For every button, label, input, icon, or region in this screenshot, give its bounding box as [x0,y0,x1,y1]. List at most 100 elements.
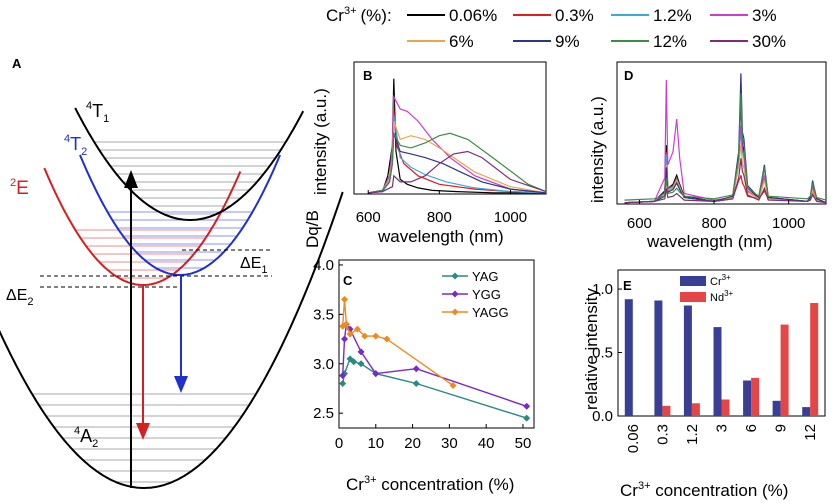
c-legend-label-YAG: YAG [472,269,499,284]
d-xtick-label-1: 800 [702,215,727,232]
e-bar-Cr-0 [624,299,633,416]
c-ytick-label-3: 4.0 [313,257,334,274]
panel-d-letter: D [624,68,633,83]
c-legend-label-YAGG: YAGG [472,305,509,320]
e-bar-Nd-4 [751,377,760,416]
emission-arrowhead-red [136,423,150,440]
legend-label-2: 1.2% [653,6,692,25]
e-bar-Nd-6 [810,303,819,416]
d-xtick-label-2: 1000 [772,215,805,232]
b-series-7 [368,150,547,194]
c-xtick-label-5: 50 [515,435,532,452]
state-label-4t2: 4T2 [64,133,87,158]
e-bar-Cr-4 [743,380,752,416]
e-bar-Nd-2 [691,403,700,416]
state-label-4a2: 4A2 [74,425,98,450]
c-legend-marker-YAGG [451,308,459,316]
emission-arrowhead-blue [174,376,188,393]
c-point-YGG-7 [523,402,531,410]
state-label-4t1: 4T1 [86,100,109,125]
c-point-YAG-6 [412,380,420,388]
e-bar-Nd-5 [780,324,789,416]
c-legend-label-YGG: YGG [472,287,501,302]
c-ytick-label-1: 3.0 [313,356,334,373]
e-bar-Cr-2 [683,305,692,416]
c-point-YAGG-2 [342,320,350,328]
c-point-YAG-3 [350,358,358,366]
c-point-YAGG-4 [353,325,361,333]
c-point-YAGG-7 [383,335,391,343]
panel-c: C 0 10 20 30 40 50 2.5 3.0 3.5 4.0 YAG YGG YAGG Dq/B… [303,210,535,494]
legend-label-3: 3% [752,6,777,25]
panel-d-ylabel: intensity (a.u.) [588,96,607,203]
c-xtick-label-2: 20 [404,435,421,452]
c-xtick-label-0: 0 [335,435,343,452]
panel-e: E 0.0 0.5 1.0 0.06 0.3 1.2 3 6 9 12 Cr3+Nd3+ relat… [582,269,826,500]
panel-a-letter: A [12,56,22,71]
e-xtick-label-4: 6 [743,424,760,432]
c-xtick-label-3: 30 [441,435,458,452]
d-series-2 [624,132,827,204]
panel-b-letter: B [363,68,372,83]
e-bar-Cr-1 [654,300,663,416]
b-xtick-label-1: 800 [427,209,452,226]
panel-c-ylabel: Dq/B [303,210,322,248]
d-series-1 [624,151,827,204]
panel-c-letter: C [343,273,353,288]
e-xtick-label-6: 12 [802,424,819,441]
legend-label-6: 12% [653,32,687,51]
legend-label-1: 0.3% [555,6,594,25]
c-ytick-label-2: 3.5 [313,306,334,323]
legend-label-0: 0.06% [449,6,497,25]
c-series-YAGG [342,299,454,387]
legend-prefix: Cr3+ (%): [326,5,392,25]
c-point-YGG-4 [357,348,365,356]
c-point-YGG-1 [341,335,349,343]
d-series-5 [624,73,827,204]
e-legend-swatch-Cr [680,276,706,286]
absorption-arrowhead [124,170,138,188]
panel-b-ylabel: intensity (a.u.) [311,88,330,195]
d-series-0 [624,86,827,204]
b-series-6 [368,131,547,194]
c-point-YGG-0 [339,372,347,380]
curve-2e [43,167,242,286]
d-xtick-label-0: 600 [627,215,652,232]
e-bar-Cr-3 [713,327,722,416]
c-xtick-label-4: 40 [478,435,495,452]
panel-d-xlabel: wavelength (nm) [646,232,773,251]
panel-b-frame [353,61,547,195]
d-series-4 [624,145,827,204]
e-legend-swatch-Nd [680,292,706,302]
c-xtick-label-1: 10 [367,435,384,452]
e-legend-label-Nd: Nd3+ [710,289,734,304]
e-xtick-label-3: 3 [714,424,731,432]
c-legend-marker-YGG [451,290,459,298]
legend-label-4: 6% [449,32,474,51]
c-point-YAG-4 [357,360,365,368]
panel-d: D 600 800 1000 intensity (a.u.) wavelength… [588,61,827,251]
curve-4t1 [74,107,305,221]
c-point-YAG-0 [339,380,347,388]
panel-b-xlabel: wavelength (nm) [377,227,504,246]
e-xtick-label-2: 1.2 [684,424,701,445]
c-ytick-label-0: 2.5 [313,405,334,422]
b-series-0 [368,78,546,194]
c-point-YAGG-1 [341,296,349,304]
e-xtick-label-5: 9 [773,424,790,432]
e-legend-label-Cr: Cr3+ [710,273,731,288]
gap-label-de2: ΔE2 [6,287,33,308]
b-xtick-label-0: 600 [356,209,381,226]
c-point-YAGG-8 [449,382,457,390]
d-series-6 [624,92,827,201]
c-point-YAG-7 [523,414,531,422]
e-bar-Nd-3 [721,399,730,416]
e-xtick-label-1: 0.3 [654,424,671,445]
e-xtick-label-0: 0.06 [625,424,642,453]
c-point-YGG-6 [412,365,420,373]
panel-e-letter: E [623,278,632,293]
d-series-7 [624,158,827,204]
c-point-YAGG-3 [346,330,354,338]
c-legend-marker-YAG [451,272,459,280]
